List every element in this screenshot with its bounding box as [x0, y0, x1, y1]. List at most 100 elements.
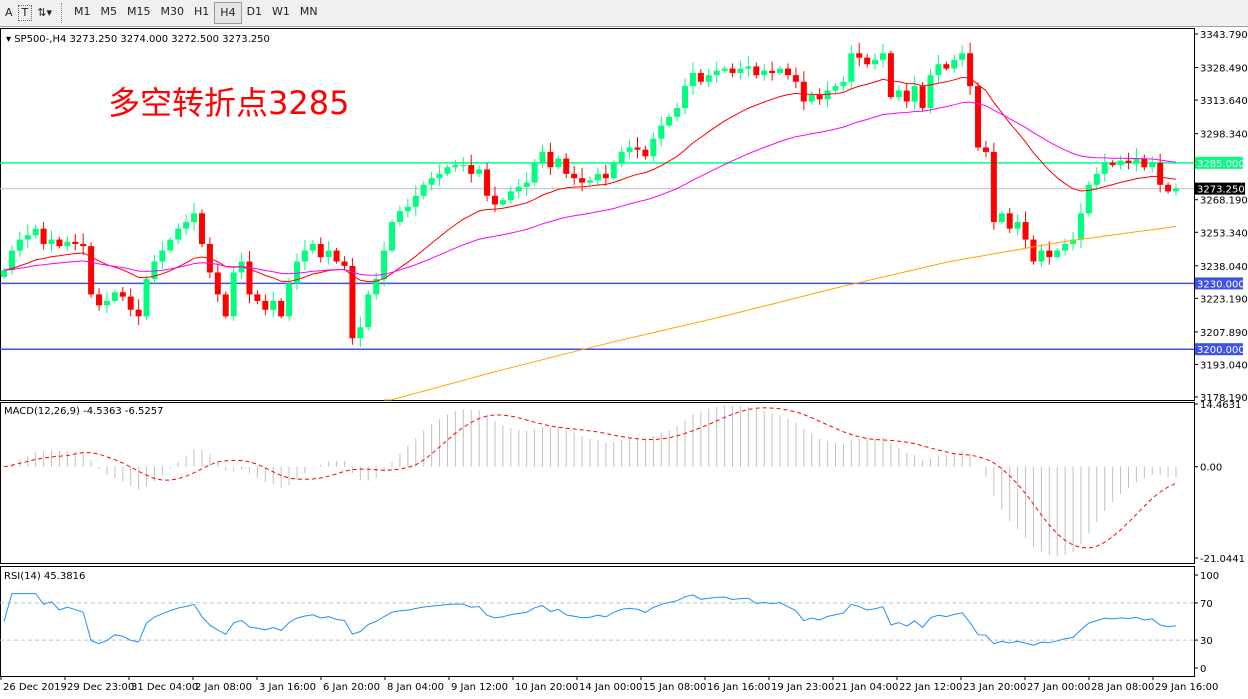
- candle-body: [975, 86, 982, 148]
- candle-body: [895, 90, 902, 98]
- candle-body: [792, 75, 799, 82]
- candle-body: [531, 162, 538, 183]
- candle-body: [634, 147, 641, 150]
- candle-body: [777, 68, 784, 73]
- x-tick-label: 23 Jan 20:00: [963, 682, 1026, 693]
- candle-body: [349, 265, 356, 339]
- rsi-tick-label: 100: [1200, 571, 1219, 582]
- level-price-tag: [1195, 343, 1243, 356]
- candle-body: [389, 222, 396, 251]
- timeframe-w1[interactable]: W1: [272, 5, 290, 18]
- candle-body: [721, 68, 728, 71]
- candle-body: [705, 75, 712, 82]
- rsi-label: RSI(14) 45.3816: [4, 571, 85, 582]
- x-tick-label: 28 Jan 08:00: [1091, 682, 1154, 693]
- macd-tick-label: -21.0441: [1200, 554, 1245, 565]
- candle: [420, 180, 427, 200]
- timeframe-m30[interactable]: M30: [160, 5, 185, 18]
- candle-body: [602, 173, 609, 179]
- candle-body: [103, 300, 110, 306]
- timeframe-m15[interactable]: M15: [127, 5, 151, 18]
- arrows-icon[interactable]: ⇅▾: [37, 6, 53, 19]
- x-tick-label: 9 Jan 12:00: [451, 682, 508, 693]
- candle: [800, 71, 807, 111]
- timeframe-h1[interactable]: H1: [194, 5, 210, 18]
- candle: [88, 242, 95, 298]
- text-a-icon[interactable]: A: [5, 6, 13, 19]
- candle: [1165, 182, 1172, 194]
- candle: [697, 69, 704, 86]
- candle: [357, 316, 364, 347]
- ma-fast-line: [3, 76, 1177, 283]
- candle: [333, 247, 340, 264]
- candle-body: [919, 86, 926, 109]
- candle-body: [784, 68, 791, 76]
- x-tick-label: 16 Jan 16:00: [707, 682, 770, 693]
- candle: [911, 75, 918, 111]
- candle: [618, 146, 625, 168]
- y-tick-label: 3313.640: [1200, 96, 1248, 107]
- candle-body: [222, 294, 229, 317]
- candle-body: [769, 70, 776, 73]
- candle: [48, 230, 55, 252]
- candle-body: [666, 116, 673, 126]
- candle-body: [713, 70, 720, 76]
- timeframe-m1[interactable]: M1: [74, 5, 91, 18]
- candle-body: [317, 243, 324, 258]
- candle: [998, 210, 1005, 225]
- timeframe-h4[interactable]: H4: [214, 2, 242, 24]
- candle: [56, 236, 63, 249]
- candle: [587, 176, 593, 186]
- candle: [151, 254, 158, 285]
- candle-body: [911, 86, 918, 102]
- candle-body: [587, 180, 593, 183]
- x-tick-label: 29 Jan 16:00: [1155, 682, 1218, 693]
- candle: [1109, 160, 1116, 168]
- candle-body: [650, 138, 657, 157]
- candle-body: [111, 292, 118, 301]
- candle: [404, 198, 411, 218]
- candle-body: [1022, 222, 1029, 240]
- candle-body: [1109, 162, 1116, 166]
- candle-body: [1014, 222, 1021, 229]
- candle-body: [927, 75, 934, 109]
- x-tick-label: 29 Dec 23:00: [67, 682, 134, 693]
- text-label-icon[interactable]: T: [17, 5, 33, 21]
- candle: [143, 275, 150, 320]
- candle: [1117, 155, 1124, 170]
- candle: [840, 76, 847, 91]
- candle: [460, 157, 467, 172]
- chart-title: ▾ SP500-,H4 3273.250 3274.000 3272.500 3…: [6, 34, 270, 45]
- candle: [214, 263, 221, 303]
- candle: [982, 140, 989, 158]
- candle-body: [365, 294, 372, 328]
- candle: [967, 42, 974, 95]
- macd-label: MACD(12,26,9) -4.5363 -6.5257: [4, 406, 164, 417]
- candle: [341, 256, 348, 271]
- candle: [729, 63, 736, 78]
- candle: [745, 55, 752, 78]
- candle: [927, 68, 934, 114]
- candle-body: [555, 158, 562, 168]
- timeframe-d1[interactable]: D1: [246, 5, 263, 18]
- candle: [64, 236, 71, 251]
- candle: [1085, 180, 1092, 217]
- candle-body: [1165, 184, 1172, 192]
- candle: [689, 62, 696, 95]
- candle: [594, 167, 601, 186]
- candle-body: [1038, 250, 1045, 262]
- x-tick-label: 22 Jan 12:00: [899, 682, 962, 693]
- timeframe-mn[interactable]: MN: [299, 5, 318, 18]
- candle-body: [175, 228, 182, 240]
- candle: [1030, 235, 1037, 265]
- candle: [1046, 241, 1053, 265]
- candle: [373, 272, 380, 300]
- candle: [365, 290, 372, 331]
- candle: [975, 82, 982, 151]
- candle: [848, 45, 855, 89]
- ma-mid-line: [3, 101, 1177, 276]
- timeframe-m5[interactable]: M5: [100, 5, 118, 18]
- candle: [262, 294, 269, 316]
- candle-body: [40, 228, 47, 244]
